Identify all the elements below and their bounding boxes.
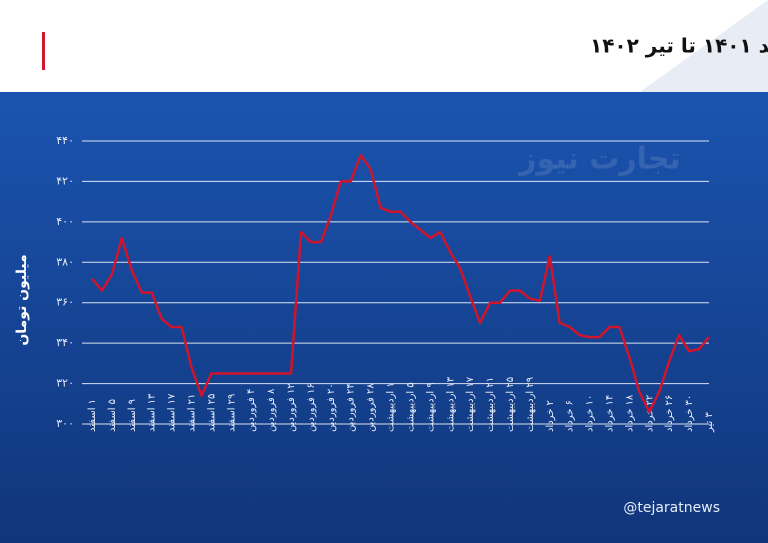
- x-tick-label: ۲ خرداد: [545, 400, 556, 432]
- x-tick-label: ۱ اسفند: [87, 399, 98, 432]
- x-tick-label: ۳ تیر: [704, 412, 715, 434]
- x-tick-label: ۵ اسفند: [107, 399, 118, 432]
- x-tick-label: ۹ اسفند: [127, 399, 138, 432]
- y-tick-label: ۳۰۰: [56, 417, 74, 430]
- x-tick-label: ۳۰ خرداد: [684, 395, 695, 432]
- x-tick-label: ۸ فروردین: [266, 388, 277, 432]
- x-tick-label: ۱۳ اردیبهشت: [445, 376, 456, 432]
- x-tick-label: ۲۹ اردیبهشت: [525, 377, 536, 432]
- y-tick-label: ۴۴۰: [56, 134, 74, 147]
- x-tick-label: ۱۸ خرداد: [624, 394, 635, 432]
- x-tick-label: ۱۶ فروردین: [306, 383, 317, 432]
- source: @tejaratnews: [623, 500, 720, 516]
- line: [91, 153, 710, 414]
- x-tick-label: ۱۳ اسفند: [147, 393, 158, 432]
- plot-background: [0, 92, 768, 543]
- x-tick-label: ۶ خرداد: [565, 400, 576, 432]
- y-tick-label: ۳۶۰: [56, 296, 74, 309]
- accent-bar: [42, 32, 45, 70]
- x-tick-label: ۲۸ فروردین: [366, 383, 377, 432]
- x-tick-label: ۱۷ اسفند: [167, 393, 178, 432]
- x-tick-label: ۲۰ فروردین: [326, 383, 337, 432]
- x-tick-label: ۲۴ فروردین: [346, 383, 357, 432]
- x-tick-label: ۲۱ اسفند: [187, 394, 198, 432]
- x-tick-label: ۹ اردیبهشت: [425, 382, 436, 432]
- chart-title: تغییر قیمت کوئیک از اسفند ۱۴۰۱ تا تیر ۱۴…: [590, 34, 768, 58]
- y-tick-label: ۴۲۰: [56, 174, 74, 187]
- x-tick-label: ۴ فروردین: [246, 389, 257, 432]
- y-tick-label: ۳۲۰: [56, 377, 74, 390]
- x-tick-label: ۲۵ اسفند: [206, 394, 217, 432]
- y-tick-label: ۳۴۰: [56, 336, 74, 349]
- x-tick-label: ۲۲ خرداد: [644, 395, 655, 432]
- x-tick-label: ۲۹ اسفند: [226, 394, 237, 432]
- watermark: تجارت نیوز: [517, 142, 681, 177]
- x-tick-label: ۲۵ اردیبهشت: [505, 377, 516, 432]
- y-tick-label: ۳۸۰: [56, 255, 74, 268]
- x-tick-label: ۱ اردیبهشت: [386, 382, 397, 432]
- x-tick-label: ۱۲ فروردین: [286, 383, 297, 432]
- x-tick-label: ۱۰ خرداد: [585, 395, 596, 432]
- header: [0, 0, 768, 92]
- x-tick-label: ۲۱ اردیبهشت: [485, 377, 496, 432]
- x-tick-label: ۵ اردیبهشت: [405, 382, 416, 432]
- y-tick-label: ۴۰۰: [56, 215, 74, 228]
- x-tick-label: ۱۴ خرداد: [604, 395, 615, 432]
- decor: [640, 0, 768, 92]
- x-tick-label: ۲۶ خرداد: [664, 395, 675, 432]
- y-axis-label: میلیون تومان: [14, 254, 30, 345]
- x-tick-label: ۱۷ اردیبهشت: [465, 376, 476, 432]
